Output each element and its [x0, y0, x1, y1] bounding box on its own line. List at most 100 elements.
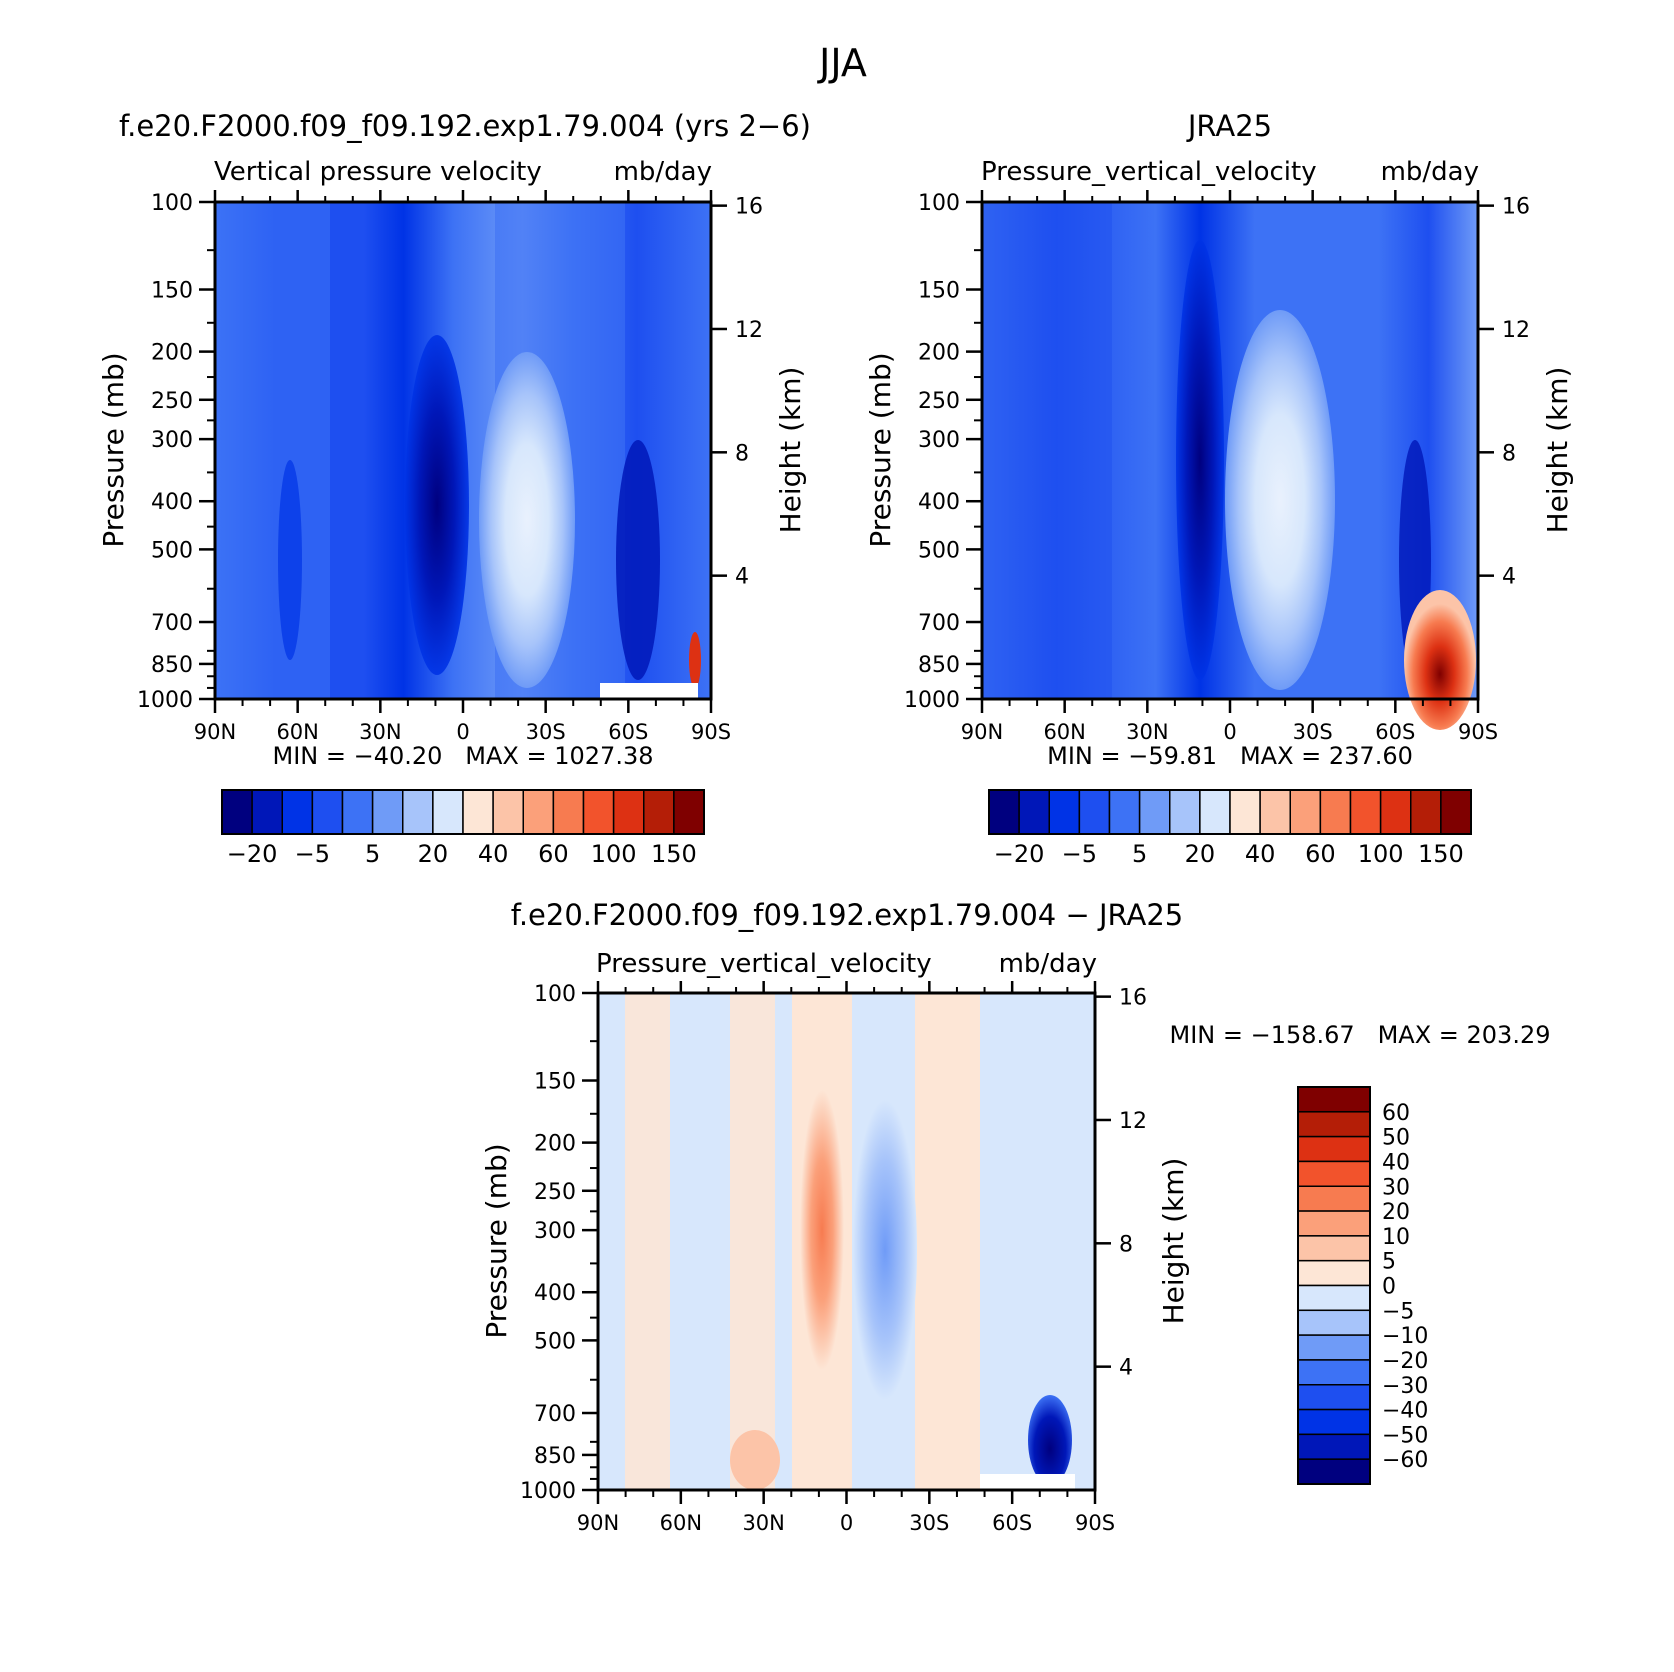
colorbar-label: 50 [1382, 1126, 1410, 1151]
colorbar-label: −20 [227, 840, 278, 868]
field-band [915, 993, 980, 1490]
colorbar-swatch [1018, 789, 1050, 835]
y-tick-label: 850 [918, 653, 960, 678]
panel-subtitle-right: mb/day [1381, 157, 1479, 187]
y-right-tick-label: 12 [735, 318, 763, 343]
y-axis-title: Pressure (mb) [864, 352, 897, 547]
colorbar-swatch [1169, 789, 1201, 835]
colorbar-label: 40 [1245, 840, 1276, 868]
colorbar-swatch [402, 789, 434, 835]
y-tick-label: 300 [151, 428, 193, 453]
colorbar-label: 20 [1185, 840, 1216, 868]
y-tick-label: 150 [918, 279, 960, 304]
colorbar-swatch [1297, 1334, 1371, 1361]
panel-diff: f.e20.F2000.f09_f09.192.exp1.79.004 − JR… [480, 898, 1551, 1535]
y-right-tick-label: 4 [735, 565, 749, 590]
colorbar-swatch [1229, 789, 1261, 835]
field-feature [1225, 310, 1335, 690]
y-right-tick-label: 16 [735, 195, 763, 220]
y-axis-right-title: Height (km) [1541, 367, 1574, 534]
colorbar-swatch [1297, 1284, 1371, 1312]
colorbar-swatch [1297, 1210, 1371, 1237]
colorbar-swatch [1199, 789, 1231, 835]
x-tick-label: 30S [526, 720, 566, 744]
colorbar-swatch [612, 789, 645, 835]
colorbar-label: 30 [1382, 1175, 1410, 1200]
y-axis-left: 100 150 200 250 300 400 500 700 850 1000 [520, 982, 598, 1504]
field-band [625, 993, 670, 1490]
y-tick-label: 700 [151, 611, 193, 636]
colorbar-swatch [1108, 789, 1141, 835]
colorbar-swatch [251, 789, 283, 835]
x-tick-label: 90N [577, 1511, 619, 1535]
y-tick-label: 300 [534, 1219, 576, 1244]
x-tick-label: 90N [961, 720, 1003, 744]
y-axis-right: 16 12 8 4 [1478, 195, 1530, 590]
colorbar-label: 20 [1382, 1200, 1410, 1225]
y-tick-label: 850 [151, 653, 193, 678]
panel-subtitle-left: Pressure_vertical_velocity [596, 949, 932, 979]
x-tick-label: 60S [608, 720, 648, 744]
y-tick-label: 500 [918, 538, 960, 563]
y-tick-label: 200 [534, 1132, 576, 1157]
panel-subtitle-left: Vertical pressure velocity [214, 157, 542, 187]
colorbar-swatch [1289, 789, 1322, 835]
colorbar-frame [1297, 1086, 1371, 1485]
y-tick-label: 200 [151, 341, 193, 366]
colorbar-label: 60 [1305, 840, 1336, 868]
y-right-tick-label: 12 [1502, 318, 1530, 343]
y-tick-label: 850 [534, 1444, 576, 1469]
colorbar-swatch [281, 789, 314, 835]
panel-title: f.e20.F2000.f09_f09.192.exp1.79.004 − JR… [511, 898, 1184, 932]
y-axis-left: 100 150 200 250 300 400 500 700 850 1000 [904, 191, 982, 713]
colorbar-label: 5 [365, 840, 380, 868]
y-tick-label: 1000 [904, 688, 960, 713]
colorbar-label: 150 [651, 840, 697, 868]
colorbar-label: −60 [1382, 1448, 1428, 1473]
colorbar-label: 100 [1358, 840, 1404, 868]
x-tick-label: 0 [840, 1511, 853, 1535]
x-tick-label: 90S [691, 720, 731, 744]
y-tick-label: 400 [151, 490, 193, 515]
y-right-tick-label: 4 [1502, 565, 1516, 590]
panel-stats: MIN = −158.67 MAX = 203.29 [1170, 1021, 1551, 1049]
x-tick-label: 90S [1458, 720, 1498, 744]
y-axis-right: 16 12 8 4 [711, 195, 763, 590]
colorbar-swatch [1297, 1111, 1371, 1138]
y-right-tick-label: 12 [1119, 1109, 1147, 1134]
colorbar-label: −30 [1382, 1374, 1428, 1399]
colorbar-frame [221, 789, 705, 835]
y-tick-label: 250 [534, 1180, 576, 1205]
colorbar-swatch [1297, 1259, 1371, 1287]
colorbar-swatch [1138, 789, 1171, 835]
colorbar-swatch [673, 789, 705, 835]
field-feature [405, 335, 469, 675]
panel-subtitle-left: Pressure_vertical_velocity [981, 157, 1317, 187]
colorbar-label: 5 [1132, 840, 1147, 868]
y-right-tick-label: 8 [735, 441, 749, 466]
x-tick-label: 0 [456, 720, 469, 744]
y-tick-label: 200 [918, 341, 960, 366]
y-tick-label: 700 [918, 611, 960, 636]
x-tick-label: 60N [276, 720, 318, 744]
colorbar-swatch [492, 789, 524, 835]
colorbar-label: −5 [1062, 840, 1097, 868]
colorbar-swatch [552, 789, 585, 835]
field-feature [730, 1430, 780, 1490]
colorbar-swatch [582, 789, 615, 835]
colorbar-swatch [1259, 789, 1291, 835]
x-axis-top [980, 190, 1480, 202]
x-axis-top [213, 190, 713, 202]
colorbar-label: 40 [1382, 1150, 1410, 1175]
x-tick-label: 30N [359, 720, 401, 744]
x-tick-label: 60N [1043, 720, 1085, 744]
colorbar-label: 40 [478, 840, 509, 868]
field-feature [1028, 1395, 1072, 1485]
panel-stats: MIN = −59.81 MAX = 237.60 [1047, 742, 1413, 770]
x-axis: 90N 60N 30N 0 30S 60S 90S [961, 699, 1498, 744]
colorbar-swatch [1078, 789, 1111, 835]
missing-data [600, 683, 698, 699]
field-feature [1404, 590, 1476, 730]
panel-stats: MIN = −40.20 MAX = 1027.38 [273, 742, 654, 770]
y-tick-label: 700 [534, 1402, 576, 1427]
